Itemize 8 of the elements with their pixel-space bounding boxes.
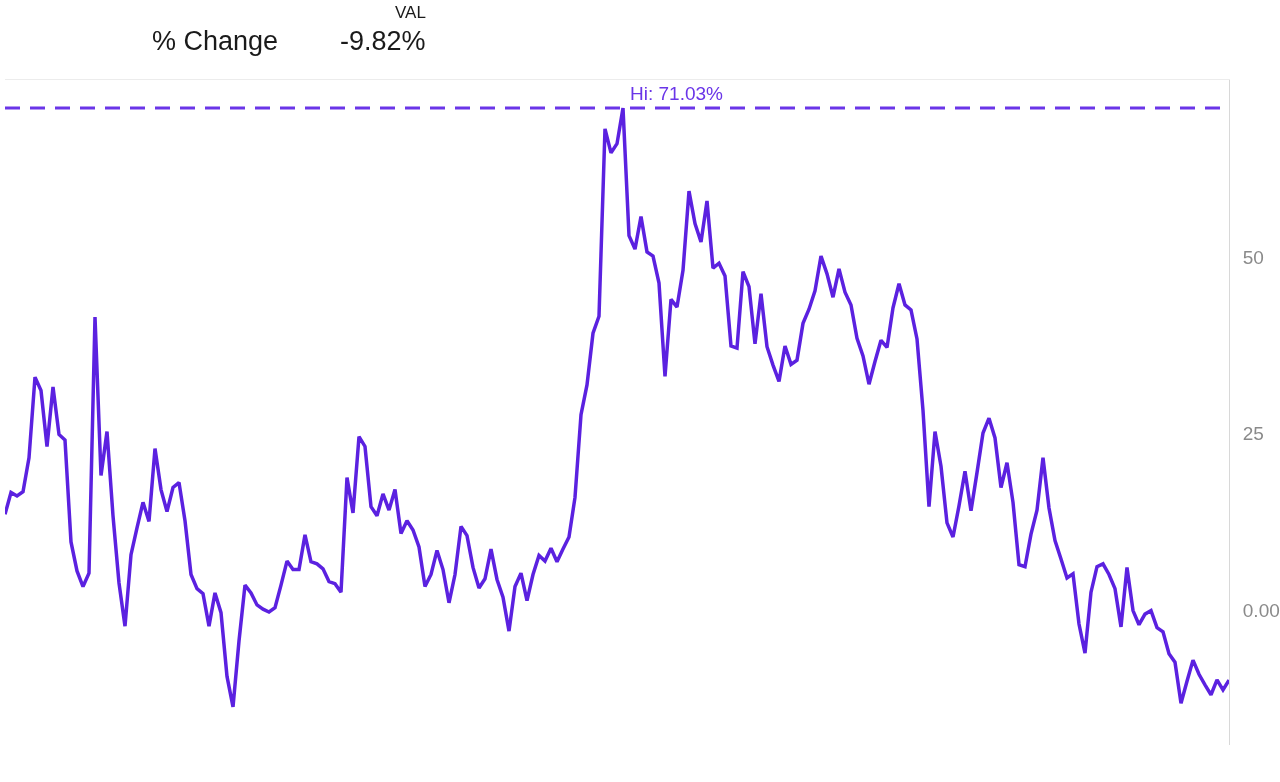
text: % Change: [152, 26, 279, 56]
ref-line-label: Hi: 71.03%: [630, 83, 724, 104]
text: -9.82%: [340, 26, 426, 56]
y-tick-label: 0.00: [1242, 600, 1280, 622]
line-series: [5, 106, 1229, 709]
text: VAL: [395, 3, 426, 22]
y-tick-label: 50: [1242, 246, 1264, 268]
y-tick-label: 25: [1242, 423, 1264, 445]
